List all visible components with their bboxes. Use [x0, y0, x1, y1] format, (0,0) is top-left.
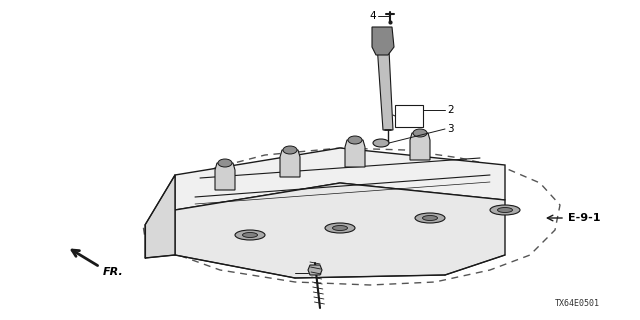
- Ellipse shape: [490, 205, 520, 215]
- Ellipse shape: [348, 136, 362, 144]
- Polygon shape: [410, 133, 430, 160]
- Ellipse shape: [243, 233, 257, 237]
- Text: E-9-1: E-9-1: [568, 213, 600, 223]
- Text: FR.: FR.: [103, 267, 124, 277]
- Ellipse shape: [283, 146, 297, 154]
- Polygon shape: [215, 163, 235, 190]
- Text: TX64E0501: TX64E0501: [555, 299, 600, 308]
- Text: 4: 4: [369, 11, 376, 21]
- Ellipse shape: [422, 215, 438, 220]
- Ellipse shape: [415, 213, 445, 223]
- Text: 2: 2: [447, 105, 454, 115]
- Polygon shape: [372, 27, 394, 55]
- Text: 1: 1: [286, 268, 293, 278]
- Polygon shape: [145, 175, 175, 258]
- Ellipse shape: [497, 207, 513, 212]
- Ellipse shape: [218, 159, 232, 167]
- Ellipse shape: [373, 139, 389, 147]
- Bar: [395, 105, 423, 127]
- Ellipse shape: [325, 223, 355, 233]
- Ellipse shape: [333, 226, 348, 230]
- Polygon shape: [345, 140, 365, 167]
- Text: 3: 3: [447, 124, 454, 134]
- Ellipse shape: [413, 129, 427, 137]
- Polygon shape: [376, 30, 393, 130]
- Polygon shape: [175, 148, 505, 210]
- Polygon shape: [175, 183, 505, 278]
- Polygon shape: [280, 150, 300, 177]
- Polygon shape: [308, 265, 322, 275]
- Ellipse shape: [235, 230, 265, 240]
